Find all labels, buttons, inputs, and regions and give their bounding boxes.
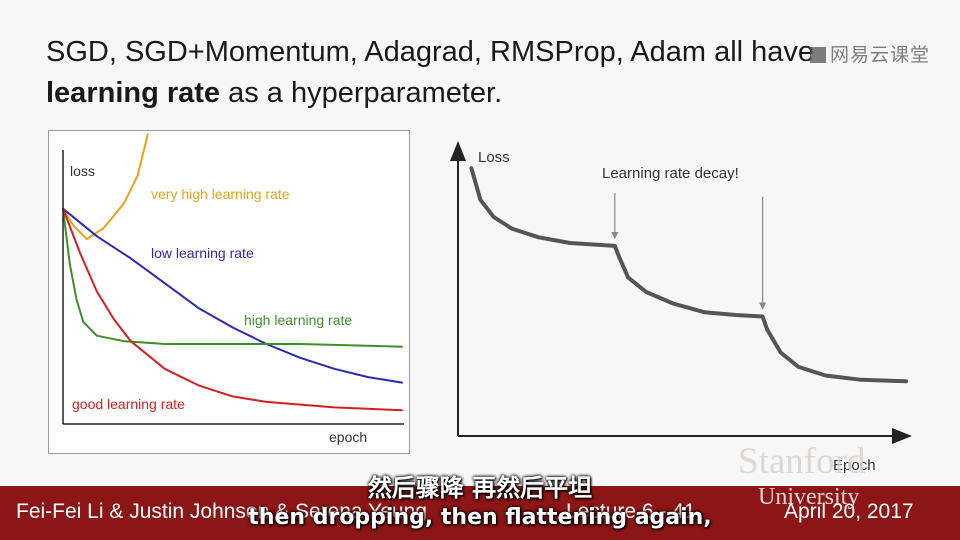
chart2-y-label: Loss (478, 149, 510, 166)
learning-rate-decay-chart: Loss Epoch Learning rate decay! (450, 141, 912, 474)
watermark-text: 网易云课堂 (830, 44, 931, 66)
decay-annotation: Learning rate decay! (602, 165, 739, 182)
loss-decay-curve (469, 166, 908, 384)
line-very-high-learning-rate (62, 133, 149, 241)
slide-title: SGD, SGD+Momentum, Adagrad, RMSProp, Ada… (46, 32, 926, 114)
footer-date: April 20, 2017 (784, 500, 914, 523)
stanford-logo-text: Stanford (738, 441, 866, 482)
watermark: 网易云课堂 (810, 40, 930, 67)
footer-lecture: Lecture 6 - 41 (566, 500, 696, 523)
footer-bar: Fei-Fei Li & Justin Johnson & Serena Yeu… (0, 486, 960, 540)
series-label-high: high learning rate (244, 312, 352, 328)
footer-authors: Fei-Fei Li & Justin Johnson & Serena Yeu… (16, 500, 427, 523)
slide-background: SGD, SGD+Momentum, Adagrad, RMSProp, Ada… (0, 0, 960, 486)
chart1-x-label: epoch (329, 429, 367, 445)
title-line-1: SGD, SGD+Momentum, Adagrad, RMSProp, Ada… (46, 36, 815, 68)
chart2-x-label: Epoch (833, 457, 876, 474)
title-line-2: learning rate as a hyperparameter. (46, 73, 926, 114)
learning-rate-chart: loss epoch very high learning rate low l… (62, 133, 404, 445)
chart1-y-label: loss (70, 163, 95, 179)
series-label-very-high: very high learning rate (151, 186, 290, 202)
line-good-learning-rate (62, 207, 403, 412)
subtitle-chinese: 然后骤降 再然后平坦 (367, 474, 593, 502)
line-high-learning-rate (62, 207, 403, 348)
subtitle-english: then dropping, then flattening again, (248, 505, 712, 530)
series-label-good: good learning rate (72, 396, 185, 412)
university-logo-text: University (758, 484, 860, 510)
series-label-low: low learning rate (151, 245, 254, 261)
line-low-learning-rate (62, 207, 403, 384)
learning-rate-chart-frame (48, 130, 410, 454)
watermark-logo-icon (810, 47, 826, 63)
title-bold-text: learning rate (46, 77, 221, 109)
title-rest-text: as a hyperparameter. (220, 77, 503, 109)
